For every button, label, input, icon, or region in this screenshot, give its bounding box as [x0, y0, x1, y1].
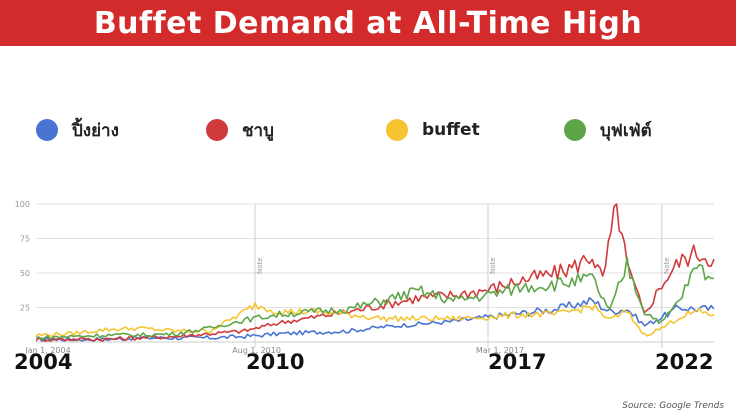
annotation-label: Note	[256, 257, 264, 274]
y-tick-label: 100	[15, 200, 30, 209]
legend-item-buffet: buffet	[386, 114, 480, 146]
legend-label: บุฟเฟ่ต์	[600, 120, 652, 141]
x-tick-label: Mar 1, 2017	[476, 346, 524, 355]
year-label: 2004	[14, 350, 73, 374]
annotation-label: Note	[489, 257, 497, 274]
title-banner: Buffet Demand at All-Time High	[0, 0, 736, 46]
legend-dot-icon	[564, 119, 586, 141]
legend-dot-icon	[386, 119, 408, 141]
y-tick-label: 25	[20, 304, 30, 313]
year-label: 2010	[246, 350, 305, 374]
series-line-3	[35, 256, 715, 341]
source-note: Source: Google Trends	[622, 401, 724, 411]
legend-dot-icon	[36, 119, 58, 141]
legend-label: ชาบู	[242, 120, 274, 141]
series-line-2	[35, 301, 715, 338]
year-label: 2022	[655, 350, 714, 374]
legend-item-shabu: ชาบู	[206, 114, 274, 146]
series-line-0	[35, 297, 715, 342]
legend-item-buffet-thai: บุฟเฟ่ต์	[564, 114, 652, 146]
legend-dot-icon	[206, 119, 228, 141]
annotation-label: Note	[663, 257, 671, 274]
legend: ปิ้งย่าง ชาบู buffet บุฟเฟ่ต์	[0, 114, 736, 146]
legend-label: buffet	[422, 120, 480, 140]
y-tick-label: 75	[20, 235, 30, 244]
x-tick-label: Aug 1, 2010	[232, 346, 281, 355]
page-title: Buffet Demand at All-Time High	[93, 5, 643, 41]
x-tick-label: Jan 1, 2004	[24, 346, 70, 355]
y-tick-label: 50	[20, 269, 30, 278]
legend-item-bbq: ปิ้งย่าง	[36, 114, 119, 146]
legend-label: ปิ้งย่าง	[72, 120, 119, 141]
year-label: 2017	[488, 350, 547, 374]
